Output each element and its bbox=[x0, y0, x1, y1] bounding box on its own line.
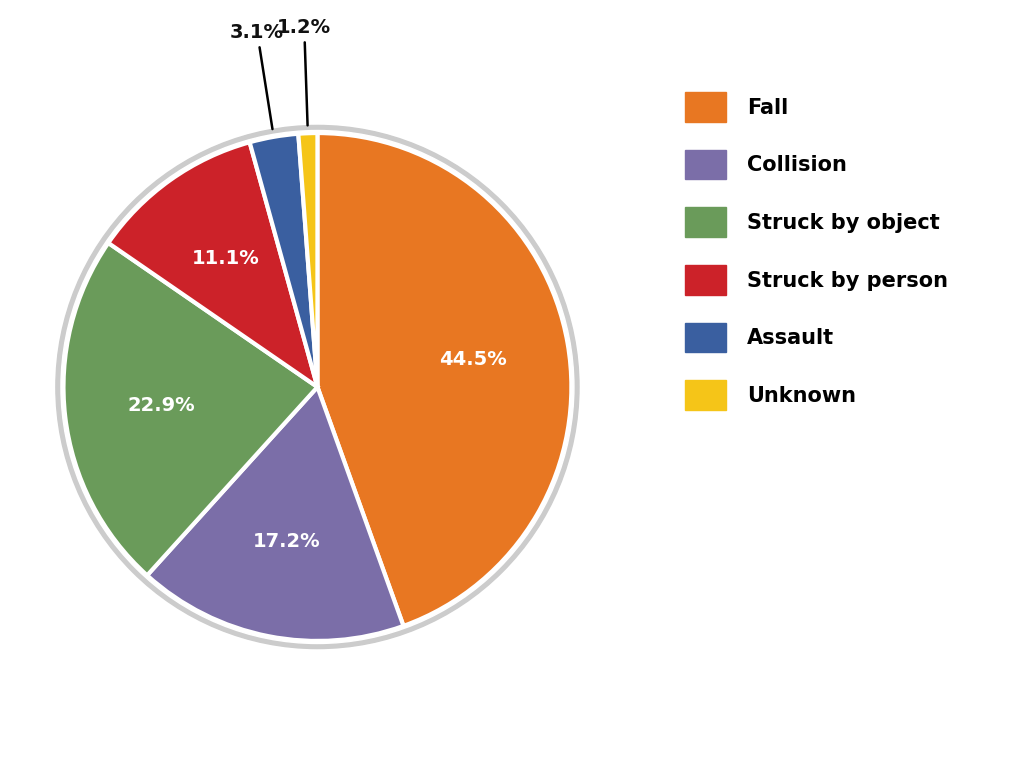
Text: 17.2%: 17.2% bbox=[253, 532, 321, 551]
Circle shape bbox=[56, 125, 579, 649]
Circle shape bbox=[61, 131, 573, 643]
Wedge shape bbox=[298, 133, 317, 387]
Wedge shape bbox=[147, 387, 403, 641]
Wedge shape bbox=[317, 133, 571, 626]
Text: 22.9%: 22.9% bbox=[127, 396, 195, 415]
Wedge shape bbox=[109, 142, 317, 387]
Text: 11.1%: 11.1% bbox=[193, 249, 260, 269]
Wedge shape bbox=[63, 243, 317, 575]
Text: 44.5%: 44.5% bbox=[438, 351, 507, 369]
Legend: Fall, Collision, Struck by object, Struck by person, Assault, Unknown: Fall, Collision, Struck by object, Struc… bbox=[677, 84, 956, 418]
Text: 1.2%: 1.2% bbox=[278, 18, 332, 125]
Text: 3.1%: 3.1% bbox=[230, 22, 285, 129]
Wedge shape bbox=[250, 134, 317, 387]
